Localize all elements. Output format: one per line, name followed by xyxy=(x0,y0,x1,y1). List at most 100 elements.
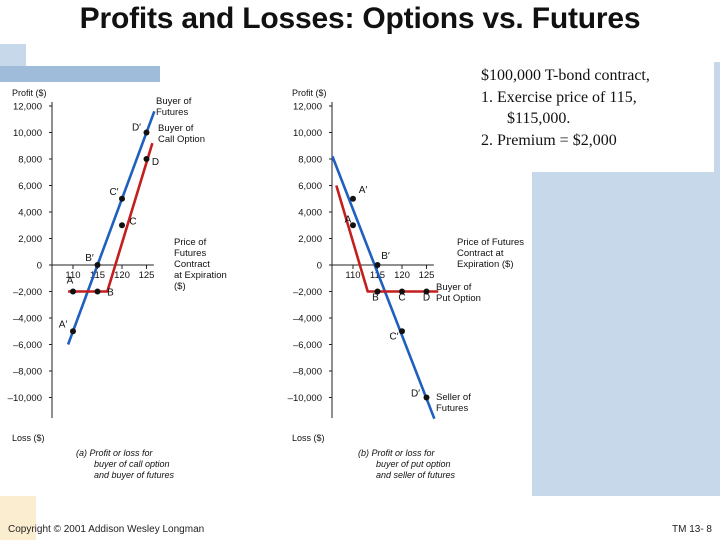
chart-b-caption: and seller of futures xyxy=(376,470,456,480)
chart-a-point-label-B: B xyxy=(107,288,114,299)
note-box: $100,000 T-bond contract, 1. Exercise pr… xyxy=(476,62,714,172)
chart-a-point-C′ xyxy=(119,195,125,202)
note-line-3: $115,000. xyxy=(507,110,571,127)
chart-a-series-line-1 xyxy=(68,142,154,293)
slide-footer-band xyxy=(0,496,720,540)
chart-a-series-label-1: Call Option xyxy=(158,134,205,145)
chart-a-x-tick-label: 125 xyxy=(139,270,155,281)
chart-b-y-tick-label: –4,000 xyxy=(293,314,322,325)
chart-a-x-tick-label: 110 xyxy=(65,270,80,281)
chart-b-point-B xyxy=(374,288,381,295)
chart-b-point-label-D′: D′ xyxy=(411,389,420,400)
chart-b-y-tick-label: –8,000 xyxy=(293,367,322,378)
chart-a-y-label-profit: Profit ($) xyxy=(12,88,47,98)
chart-a-x-label: at Expiration xyxy=(174,270,227,281)
chart-b-series-line-1 xyxy=(335,185,439,293)
chart-b-point-A′ xyxy=(350,195,356,202)
chart-a-point-label-B′: B′ xyxy=(85,253,94,264)
chart-a-point-B xyxy=(94,288,101,295)
chart-a-point-D xyxy=(143,156,150,162)
chart-b-point-B′ xyxy=(374,262,381,268)
chart-a-point-A xyxy=(70,288,76,295)
chart-b-series-label-1: Buyer of xyxy=(436,282,472,293)
chart-a-y-tick-label: 2,000 xyxy=(18,234,42,245)
chart-a-x-label: ($) xyxy=(174,281,186,292)
chart-b-point-D xyxy=(423,288,430,295)
chart-b-caption: (b) Profit or loss for xyxy=(358,448,436,458)
chart-a-y-tick-label: –8,000 xyxy=(13,367,42,378)
chart-b-y-label-profit: Profit ($) xyxy=(292,88,327,98)
chart-a-caption: and buyer of futures xyxy=(94,470,175,480)
chart-a-y-tick-label: 6,000 xyxy=(18,181,42,192)
chart-a-x-tick-label: 115 xyxy=(90,270,105,281)
chart-b-y-tick-label: 10,000 xyxy=(293,128,322,139)
slide-corner-accent xyxy=(0,496,36,540)
chart-b-series-line-0 xyxy=(331,155,436,420)
chart-a-y-tick-label: 0 xyxy=(37,261,42,272)
chart-b-point-C′ xyxy=(399,328,405,335)
chart-a-y-tick-label: 8,000 xyxy=(18,155,42,166)
slide-title: Profits and Losses: Options vs. Futures xyxy=(79,2,641,35)
slide-accent-band xyxy=(0,66,160,82)
chart-b-point-label-B′: B′ xyxy=(381,251,390,262)
chart-b-caption: buyer of put option xyxy=(376,459,451,469)
chart-a-y-tick-label: –10,000 xyxy=(8,393,42,404)
chart-b-point-label-A′: A′ xyxy=(359,185,368,196)
chart-a-point-label-D: D xyxy=(152,157,159,168)
chart-a-y-tick-label: –2,000 xyxy=(13,287,42,298)
chart-a-y-tick-label: 12,000 xyxy=(13,102,42,113)
chart-b-y-tick-label: –10,000 xyxy=(288,393,322,404)
chart-b-x-tick-label: 125 xyxy=(419,270,435,281)
chart-b-y-tick-label: 8,000 xyxy=(298,155,322,166)
chart-a-point-A′ xyxy=(70,328,76,335)
chart-a-point-label-D′: D′ xyxy=(132,123,141,134)
chart-b-series-label-1: Put Option xyxy=(436,293,481,304)
chart-a-point-label-C: C xyxy=(129,216,136,227)
chart-b-x-tick-label: 120 xyxy=(394,270,410,281)
chart-a-point-label-C′: C′ xyxy=(109,187,118,198)
chart-a-series-line-0 xyxy=(66,110,156,345)
chart-a-series-label-0: Buyer of xyxy=(156,96,192,107)
chart-b-y-tick-label: 0 xyxy=(317,261,322,272)
chart-b-point-C xyxy=(399,288,405,295)
chart-a-point-B′ xyxy=(94,262,101,268)
chart-a-point-D′ xyxy=(143,129,150,136)
chart-a-y-tick-label: 4,000 xyxy=(18,208,42,219)
chart-b-x-label: Expiration ($) xyxy=(457,259,514,270)
slide-number: TM 13- 8 xyxy=(671,524,712,535)
chart-a-y-tick-label: –4,000 xyxy=(13,314,42,325)
chart-a-x-label: Futures xyxy=(174,248,206,259)
chart-a-series-label-1: Buyer of xyxy=(158,123,194,134)
chart-a-x-tick-label: 120 xyxy=(114,270,130,281)
chart-b-x-tick-label: 110 xyxy=(345,270,360,281)
copyright-text: Copyright © 2001 Addison Wesley Longman xyxy=(8,524,205,535)
chart-a-caption: (a) Profit or loss for xyxy=(76,448,154,458)
chart-b-y-tick-label: –2,000 xyxy=(293,287,322,298)
chart-b-y-tick-label: 6,000 xyxy=(298,181,322,192)
chart-b-y-tick-label: 12,000 xyxy=(293,102,322,113)
chart-a-series-label-0: Futures xyxy=(156,107,188,118)
note-line-2: 1. Exercise price of 115, xyxy=(481,89,637,106)
chart-a-y-label-loss: Loss ($) xyxy=(12,433,45,443)
note-line-1: $100,000 T-bond contract, xyxy=(481,67,650,84)
chart-a-y-tick-label: –6,000 xyxy=(13,340,42,351)
chart-a-point-C xyxy=(119,222,125,229)
chart-b-point-label-D: D xyxy=(423,293,430,304)
chart-a-caption: buyer of call option xyxy=(94,459,170,469)
chart-b-point-label-C′: C′ xyxy=(389,331,398,342)
note-line-4: 2. Premium = $2,000 xyxy=(481,132,617,149)
chart-b-y-tick-label: 4,000 xyxy=(298,208,322,219)
chart-a-y-tick-label: 10,000 xyxy=(13,128,42,139)
chart-b-point-label-C: C xyxy=(398,293,405,304)
chart-b-point-label-B: B xyxy=(372,293,379,304)
chart-a-x-label: Contract xyxy=(174,259,210,270)
chart-a-point-label-A: A xyxy=(67,276,74,287)
chart-b-point-label-A: A xyxy=(345,214,352,225)
chart-b-series-label-0: Futures xyxy=(436,403,468,414)
chart-b-y-tick-label: 2,000 xyxy=(298,234,322,245)
chart-b-y-label-loss: Loss ($) xyxy=(292,433,325,443)
chart-a-x-label: Price of xyxy=(174,237,207,248)
chart-b-point-A xyxy=(350,222,356,229)
chart-b-point-D′ xyxy=(423,394,430,401)
